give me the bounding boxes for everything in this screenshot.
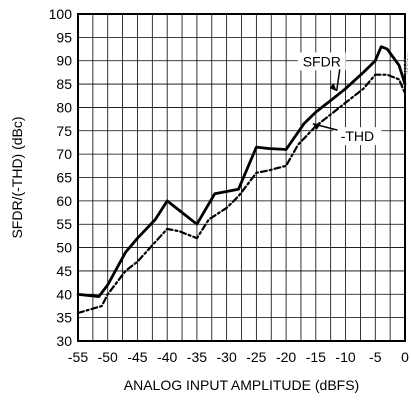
annotation-sfdr: SFDR [303,53,341,69]
x-tick-label: -5 [369,349,382,365]
x-tick-label: 0 [401,349,409,365]
y-tick-label: 95 [56,29,72,45]
plot-frame [77,13,406,342]
x-tick-label: -30 [217,349,237,365]
annotation-bg [297,52,346,71]
annotation-leader [335,69,341,92]
y-tick-label: 90 [56,53,72,69]
y-tick-label: 100 [49,6,73,22]
y-tick-label: 70 [56,146,72,162]
y-tick-labels: 30 35 40 45 50 55 60 65 70 75 80 85 90 95 100 [49,6,73,349]
x-tick-label: -50 [98,349,118,365]
annotations: SFDR -THD [297,52,382,146]
series-layer [76,45,407,315]
y-tick-label: 40 [56,286,72,302]
y-tick-label: 30 [56,333,72,349]
y-axis-label: SFDR/(-THD) (dBc) [9,116,25,238]
x-tick-label: -45 [127,349,147,365]
y-tick-label: 55 [56,216,72,232]
y-tick-label: 60 [56,193,72,209]
annotation-thd: -THD [341,128,374,144]
annotation-bg [333,127,382,146]
x-tick-label: -35 [187,349,207,365]
watermark-text: MAX1... [404,52,410,74]
y-tick-label: 85 [56,76,72,92]
x-tick-label: -10 [335,349,355,365]
y-tick-label: 75 [56,123,72,139]
x-tick-label: -40 [157,349,177,365]
series-line-thd [76,73,407,315]
x-tick-label: -15 [306,349,326,365]
x-tick-label: -25 [246,349,266,365]
series-line-sfdr [76,45,407,299]
y-tick-label: 50 [56,240,72,256]
annotation-arrowhead [312,123,321,130]
annotation-arrowhead [329,83,337,92]
x-tick-label: -20 [276,349,296,365]
x-tick-label: -55 [68,349,88,365]
x-tick-labels: -55 -50 -45 -40 -35 -30 -25 -20 -15 -10 -5 0 [68,349,409,365]
y-tick-label: 35 [56,310,72,326]
x-axis-label: ANALOG INPUT AMPLITUDE (dBFS) [124,377,359,393]
y-tick-label: 80 [56,99,72,115]
chart-grid [77,13,406,342]
y-tick-label: 65 [56,170,72,186]
y-tick-label: 45 [56,263,72,279]
